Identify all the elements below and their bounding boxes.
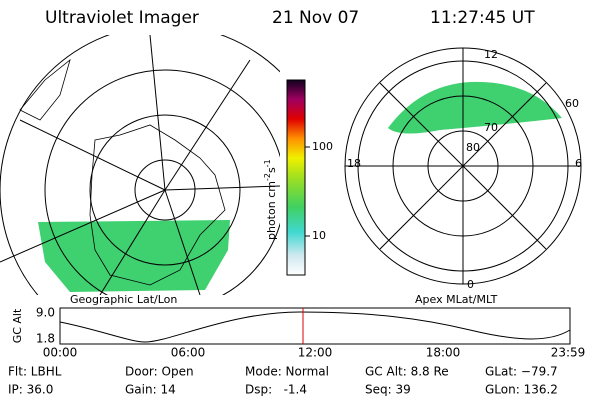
status-field: Dsp: -1.4 (245, 383, 307, 397)
status-field: Seq: 39 (365, 383, 411, 397)
aurora-region (388, 81, 562, 134)
x-tick-label: 23:59 (551, 346, 586, 360)
polar-map (344, 47, 582, 285)
status-field: Flt: LBHL (8, 365, 62, 379)
exponent: -1 (263, 159, 272, 167)
mlt-label: 12 (484, 48, 498, 61)
colorbar (286, 79, 306, 276)
x-tick-label: 06:00 (171, 346, 206, 360)
time: 11:27:45 UT (430, 8, 535, 28)
mlat-label: 80 (466, 141, 480, 154)
altitude-curve (59, 311, 571, 343)
status-field: GLat: −79.7 (485, 365, 558, 379)
colorbar-tick-label: 100 (312, 140, 333, 153)
geographic-map (0, 35, 280, 295)
aurora-region (38, 220, 230, 292)
mlt-label: 6 (575, 157, 582, 170)
y-axis-label: GC Alt (11, 308, 24, 343)
mlat-label: 60 (565, 97, 579, 110)
y-tick-label: 1.8 (36, 332, 55, 346)
x-tick-label: 12:00 (298, 346, 333, 360)
status-field: GLon: 136.2 (485, 383, 558, 397)
date: 21 Nov 07 (272, 8, 359, 28)
footer: Flt: LBHL Door: Open Mode: Normal GC Alt: 8… (8, 365, 558, 397)
status-field: IP: 36.0 (8, 383, 53, 397)
y-tick-label: 9.0 (36, 306, 55, 320)
exponent: -2 (263, 173, 272, 181)
colorbar-tick-label: 10 (312, 229, 326, 242)
left-panel-label: Geographic Lat/Lon (70, 293, 177, 306)
mlt-label: 18 (347, 157, 361, 170)
status-field: Door: Open (125, 365, 194, 379)
title: Ultraviolet Imager (45, 8, 199, 28)
x-tick-label: 18:00 (426, 346, 461, 360)
right-panel-label: Apex MLat/MLT (415, 293, 498, 306)
mlat-label: 70 (484, 121, 498, 134)
status-field: Mode: Normal (245, 365, 329, 379)
status-field: GC Alt: 8.8 Re (365, 365, 449, 379)
x-tick-label: 00:00 (43, 346, 78, 360)
unit: s (265, 167, 278, 173)
colorbar-label: photon cm-2s-1 (263, 159, 279, 240)
altitude-frame (59, 307, 571, 345)
mlt-label: 0 (467, 278, 474, 291)
unit: photon cm (265, 181, 278, 240)
status-field: Gain: 14 (125, 383, 176, 397)
